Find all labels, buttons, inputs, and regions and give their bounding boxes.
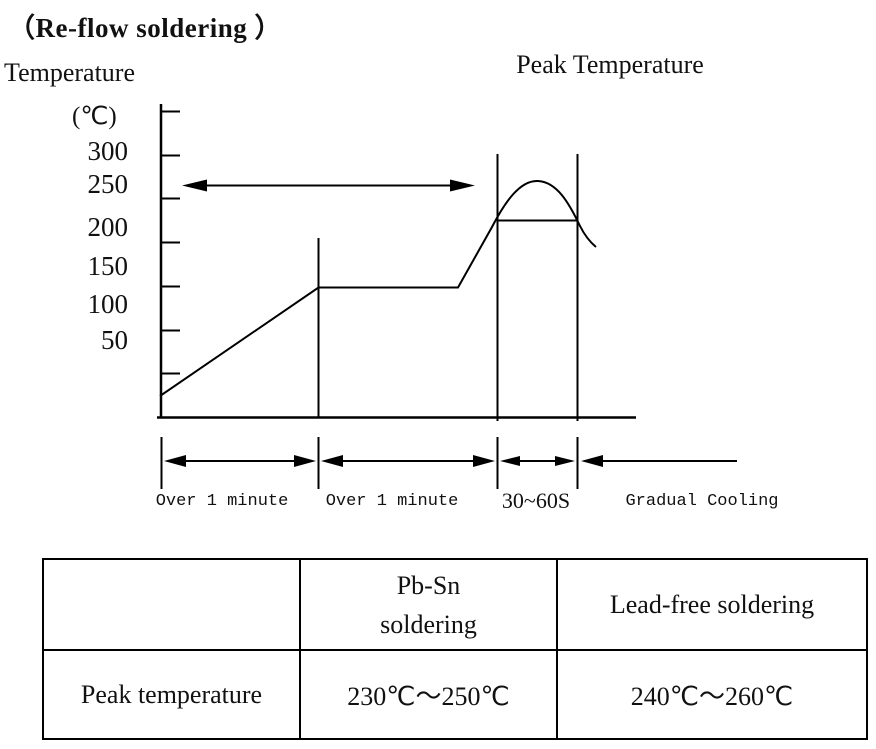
table-value-leadfree: 240℃～260℃ — [556, 649, 868, 740]
y-axis-title: Temperature — [4, 58, 135, 87]
y-axis — [159, 104, 180, 419]
timeline-arrow-peak-window — [500, 456, 575, 466]
table-header-pbsn-line1: Pb-Sn — [396, 570, 461, 600]
timeline-arrow-cooling — [581, 455, 737, 467]
y-tick-label-50: 50 — [101, 325, 128, 355]
table-value-pbsn: 230℃～250℃ — [299, 649, 558, 740]
peak-temperature-annotation: Peak Temperature — [516, 50, 704, 79]
table-header-pbsn: Pb-Sn soldering — [299, 558, 558, 651]
table-header-leadfree: Lead-free soldering — [556, 558, 868, 651]
stage-label-soak: Over 1 minute — [325, 492, 459, 511]
reflow-profile-plot — [157, 104, 737, 489]
temperature-profile-curve — [159, 179, 597, 397]
y-tick-label-300: 300 — [87, 136, 129, 166]
stage-label-cooling: Gradual Cooling — [625, 492, 779, 511]
y-tick-label-250: 250 — [87, 169, 129, 199]
stage-label-peak-window: 30~60S — [501, 488, 571, 513]
timeline-ticks — [160, 437, 579, 489]
y-axis-unit: (℃) — [72, 103, 117, 130]
timeline-arrow-soak — [321, 455, 495, 467]
stage-label-ramp: Over 1 minute — [155, 492, 289, 511]
timeline-arrow-ramp — [164, 455, 316, 467]
page-title: （Re-flow soldering ） — [8, 13, 282, 43]
table-row-label: Peak temperature — [42, 649, 301, 740]
y-tick-label-150: 150 — [87, 251, 129, 281]
y-tick-label-100: 100 — [87, 289, 129, 319]
peak-temperature-table: Pb-Sn soldering Lead-free soldering Peak… — [42, 558, 868, 740]
soak-region-double-arrow — [182, 179, 475, 192]
stage-divider-lines — [317, 154, 579, 421]
y-tick-label-200: 200 — [87, 212, 129, 242]
table-header-empty-cell — [42, 558, 301, 651]
table-header-pbsn-line2: soldering — [380, 609, 477, 639]
